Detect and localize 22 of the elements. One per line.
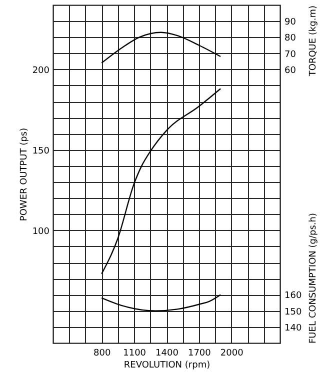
y2-axis-title: TORQUE (kg.m) (308, 6, 318, 78)
y2-tick-label: 60 (284, 66, 296, 76)
y2-tick-label: 80 (284, 34, 296, 44)
y-tick-label: 100 (32, 226, 50, 237)
x-tick-label: 1100 (123, 348, 146, 358)
line-series (101, 294, 222, 312)
y3-tick-label: 150 (284, 307, 302, 318)
y-tick-label: 200 (32, 66, 50, 76)
y-axis-title: POWER OUTPUT (ps) (19, 128, 30, 222)
y3-tick-label: 160 (284, 291, 302, 302)
line-series (101, 88, 222, 274)
y2-tick-label: 70 (284, 50, 296, 60)
x-axis-title: REVOLUTION (rpm) (124, 360, 210, 370)
x-tick-label: 2000 (220, 348, 244, 358)
y3-axis-title: FUEL CONSUMPTION (g/ps.h) (308, 213, 318, 344)
y2-tick-label: 90 (284, 18, 296, 28)
x-tick-label: 800 (94, 348, 111, 358)
line-series (101, 32, 222, 64)
y3-tick-label: 140 (284, 323, 302, 334)
x-tick-label: 1700 (188, 348, 212, 358)
x-tick-label: 1400 (156, 348, 179, 358)
y-tick-label: 150 (32, 146, 50, 156)
